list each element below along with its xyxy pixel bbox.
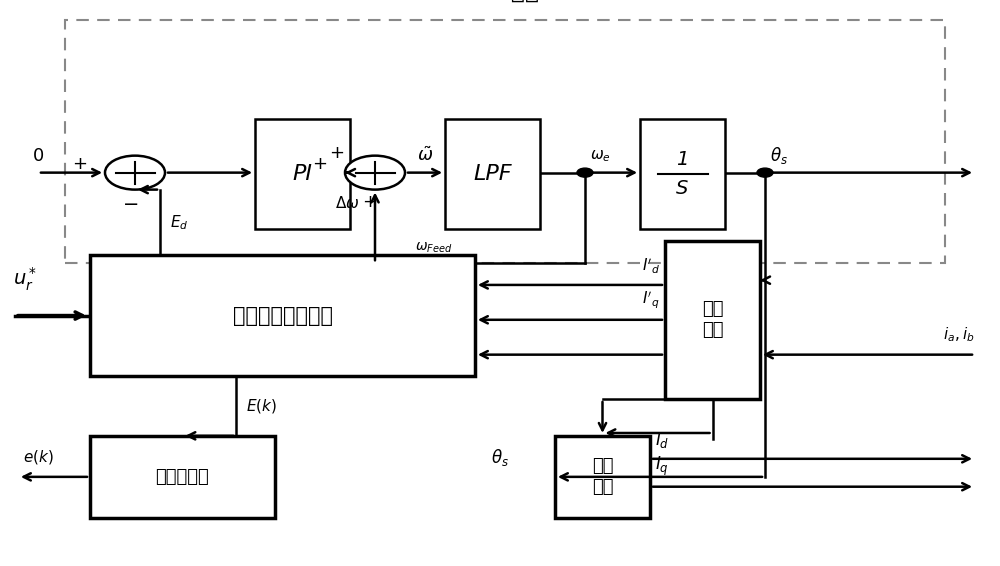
Text: $E_d$: $E_d$ — [170, 213, 188, 231]
Text: $\theta_s$: $\theta_s$ — [491, 447, 509, 469]
Text: PI: PI — [292, 164, 312, 184]
Text: $\omega_{Feed}$: $\omega_{Feed}$ — [415, 241, 452, 255]
Circle shape — [577, 168, 593, 177]
Bar — [90, 255, 475, 376]
Text: +: + — [329, 144, 344, 162]
Bar — [640, 119, 725, 229]
Circle shape — [105, 156, 165, 190]
Text: $I'_d$: $I'_d$ — [642, 257, 660, 276]
Bar — [255, 119, 350, 229]
Text: LPF: LPF — [473, 164, 512, 184]
Text: $\tilde{\omega}$: $\tilde{\omega}$ — [417, 147, 433, 165]
Text: $E(k)$: $E(k)$ — [246, 397, 277, 415]
Text: 0: 0 — [32, 147, 44, 165]
Text: $\omega_e$: $\omega_e$ — [590, 148, 611, 164]
Text: $\theta_s$: $\theta_s$ — [770, 145, 788, 166]
Text: $e(k)$: $e(k)$ — [23, 448, 54, 465]
Text: 反电动势估算模块: 反电动势估算模块 — [232, 306, 332, 325]
Circle shape — [345, 156, 405, 190]
Text: PLL模块: PLL模块 — [471, 0, 540, 3]
Text: $I_q$: $I_q$ — [655, 455, 669, 478]
Text: +: + — [73, 155, 88, 173]
Bar — [665, 241, 760, 399]
Bar — [555, 436, 650, 518]
Text: 坐标
变换: 坐标 变换 — [702, 301, 723, 339]
Bar — [90, 436, 275, 518]
Circle shape — [757, 168, 773, 177]
Text: 低通滤波器: 低通滤波器 — [156, 468, 209, 486]
Text: $\Delta\omega$: $\Delta\omega$ — [335, 195, 360, 211]
Bar — [65, 20, 945, 263]
Text: $I'_q$: $I'_q$ — [642, 290, 660, 311]
Text: $i_a, i_b$: $i_a, i_b$ — [943, 326, 975, 345]
Text: 1: 1 — [676, 151, 689, 169]
Text: $I_d$: $I_d$ — [655, 430, 669, 451]
Text: +: + — [362, 193, 378, 211]
Text: +: + — [312, 155, 327, 173]
Text: $\boldsymbol{u_r^*}$: $\boldsymbol{u_r^*}$ — [13, 265, 37, 293]
Text: S: S — [676, 179, 689, 198]
Text: 坐标
变换: 坐标 变换 — [592, 457, 613, 496]
Bar — [445, 119, 540, 229]
Text: $-$: $-$ — [122, 192, 138, 212]
